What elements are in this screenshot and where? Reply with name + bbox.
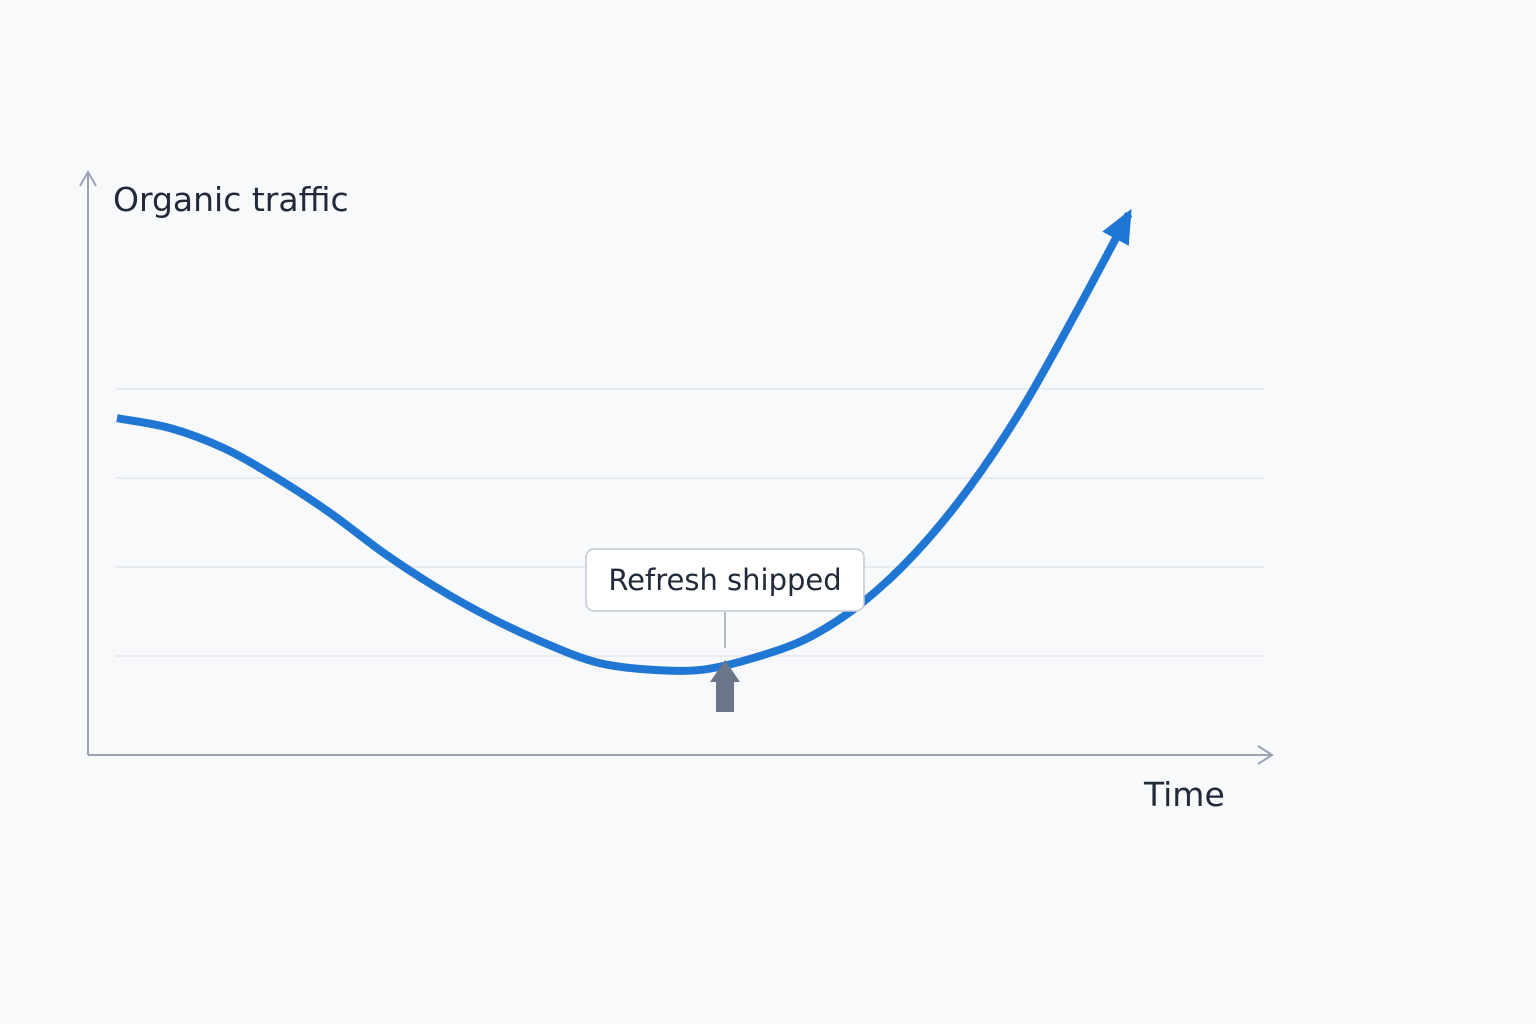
up-arrow-icon <box>710 660 740 720</box>
x-axis-arrowhead <box>1257 745 1274 765</box>
series-group <box>116 208 1133 675</box>
callout-label: Refresh shipped <box>608 563 841 597</box>
series-end-arrowhead <box>1102 208 1132 246</box>
gridlines <box>115 388 1265 657</box>
axes <box>79 169 1274 765</box>
x-axis-label: Time <box>1143 775 1225 814</box>
annotation-callout: Refresh shipped <box>585 548 865 720</box>
y-axis-label: Organic traffic <box>113 180 349 219</box>
marker-arrow-shape <box>710 660 740 712</box>
callout-box <box>585 548 865 612</box>
series-line-1 <box>116 212 1133 675</box>
y-axis-arrowhead <box>79 169 97 187</box>
